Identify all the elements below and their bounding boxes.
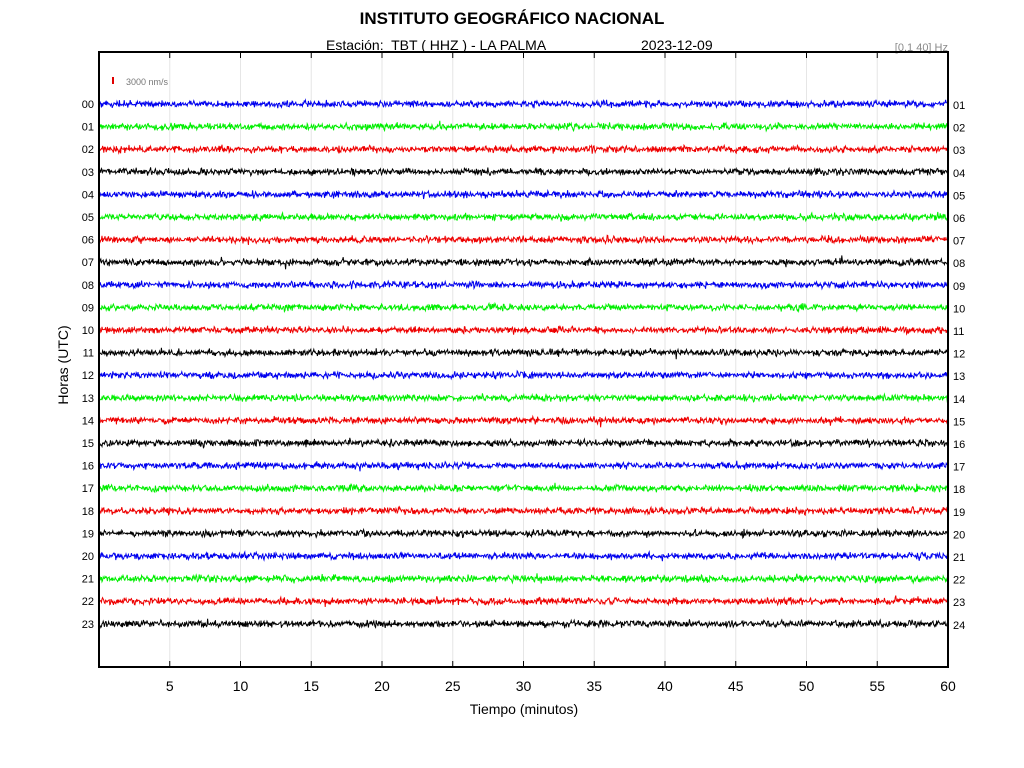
hour-label-left: 04 (82, 189, 94, 201)
trace-hour-04 (98, 188, 948, 200)
hour-label-left: 13 (82, 393, 94, 405)
hour-label-left: 03 (82, 167, 94, 179)
trace-hour-07 (98, 255, 948, 270)
trace-hour-02 (98, 143, 948, 155)
hour-label-right: 12 (953, 349, 965, 361)
hour-label-left: 19 (82, 528, 94, 540)
y-axis-left: 00 01 02 03 04 05 06 07 08 09 10 11 12 13 14 15 16 17 18 19… (82, 99, 94, 631)
trace-hour-06 (98, 234, 948, 246)
trace-hour-13 (98, 392, 948, 403)
hour-label-right: 08 (953, 258, 965, 270)
hour-label-right: 18 (953, 484, 965, 496)
x-axis-label: Tiempo (minutos) (470, 701, 578, 717)
trace-hour-11 (98, 347, 948, 360)
hour-label-right: 03 (953, 145, 965, 157)
hour-label-left: 06 (82, 235, 94, 247)
x-tick-label: 25 (445, 678, 461, 694)
hour-label-left: 00 (82, 99, 94, 111)
hour-label-left: 20 (82, 551, 94, 563)
hour-label-right: 24 (953, 620, 965, 632)
x-tick-label: 55 (869, 678, 885, 694)
trace-hour-19 (98, 527, 948, 540)
x-tick-label: 50 (799, 678, 815, 694)
trace-hour-17 (98, 482, 948, 494)
hour-label-right: 16 (953, 439, 965, 451)
hour-label-right: 07 (953, 236, 965, 248)
hour-label-left: 01 (82, 122, 94, 134)
trace-hour-09 (98, 301, 948, 314)
hour-label-right: 05 (953, 190, 965, 202)
trace-hour-20 (98, 549, 948, 562)
hour-label-left: 10 (82, 325, 94, 337)
trace-hour-22 (98, 595, 948, 607)
trace-hour-16 (98, 460, 948, 472)
hour-label-right: 22 (953, 575, 965, 587)
y-axis-label: Horas (UTC) (55, 325, 71, 404)
hour-label-left: 09 (82, 302, 94, 314)
trace-hour-12 (98, 369, 948, 381)
scale-bar (112, 77, 114, 84)
hour-label-left: 11 (83, 348, 94, 360)
hour-label-right: 21 (953, 552, 965, 564)
hour-label-left: 02 (82, 144, 94, 156)
hour-label-left: 17 (82, 483, 94, 495)
trace-hour-14 (98, 414, 948, 428)
scale-legend: 3000 nm/s (112, 77, 169, 87)
x-tick-label: 5 (166, 678, 174, 694)
hour-label-right: 14 (953, 394, 965, 406)
hour-label-right: 15 (953, 416, 965, 428)
hour-label-right: 20 (953, 529, 965, 541)
trace-hour-21 (98, 573, 948, 585)
trace-hour-10 (98, 324, 948, 336)
trace-hour-03 (98, 166, 948, 178)
hour-label-left: 07 (82, 257, 94, 269)
hour-label-right: 01 (953, 100, 965, 112)
hour-label-right: 11 (953, 326, 964, 338)
hour-label-left: 12 (82, 370, 94, 382)
x-tick-label: 20 (374, 678, 390, 694)
trace-hour-00 (98, 98, 948, 110)
hour-label-left: 15 (82, 438, 94, 450)
x-tick-label: 35 (586, 678, 602, 694)
station-label: Estación: TBT ( HHZ ) - LA PALMA (326, 37, 547, 53)
x-tick-label: 45 (728, 678, 744, 694)
x-tick-label: 10 (233, 678, 249, 694)
x-tick-label: 30 (516, 678, 532, 694)
grid-lines (169, 52, 878, 667)
scale-label: 3000 nm/s (126, 77, 169, 87)
hour-label-left: 16 (82, 461, 94, 473)
hour-label-right: 19 (953, 507, 965, 519)
hour-label-left: 14 (82, 415, 94, 427)
chart-title: INSTITUTO GEOGRÁFICO NACIONAL (359, 9, 665, 28)
hour-label-right: 09 (953, 281, 965, 293)
hour-label-left: 08 (82, 280, 94, 292)
x-tick-label: 15 (303, 678, 319, 694)
hour-label-left: 18 (82, 506, 94, 518)
y-axis-right: 01 02 03 04 05 06 07 08 09 10 11 12 13 14 15 16 17 18 19 20… (953, 100, 965, 632)
trace-hour-05 (98, 210, 948, 223)
hour-label-right: 02 (953, 123, 965, 135)
hour-label-right: 17 (953, 462, 965, 474)
trace-hour-18 (98, 505, 948, 517)
hour-label-left: 23 (82, 619, 94, 631)
hour-label-left: 05 (82, 212, 94, 224)
x-axis: 5 10 15 20 25 30 35 40 45 50 55 60 (166, 52, 956, 694)
date-label: 2023-12-09 (641, 37, 713, 53)
hour-label-left: 21 (82, 574, 94, 586)
trace-hour-15 (98, 437, 948, 449)
x-tick-label: 40 (657, 678, 673, 694)
hour-label-right: 23 (953, 597, 965, 609)
x-tick-label: 60 (940, 678, 956, 694)
trace-hour-23 (98, 618, 948, 629)
trace-hour-01 (98, 120, 948, 133)
hour-label-right: 06 (953, 213, 965, 225)
hour-label-right: 13 (953, 371, 965, 383)
trace-hour-08 (98, 279, 948, 291)
hour-label-right: 04 (953, 168, 965, 180)
hour-label-left: 22 (82, 596, 94, 608)
traces (98, 98, 948, 629)
hour-label-right: 10 (953, 303, 965, 315)
